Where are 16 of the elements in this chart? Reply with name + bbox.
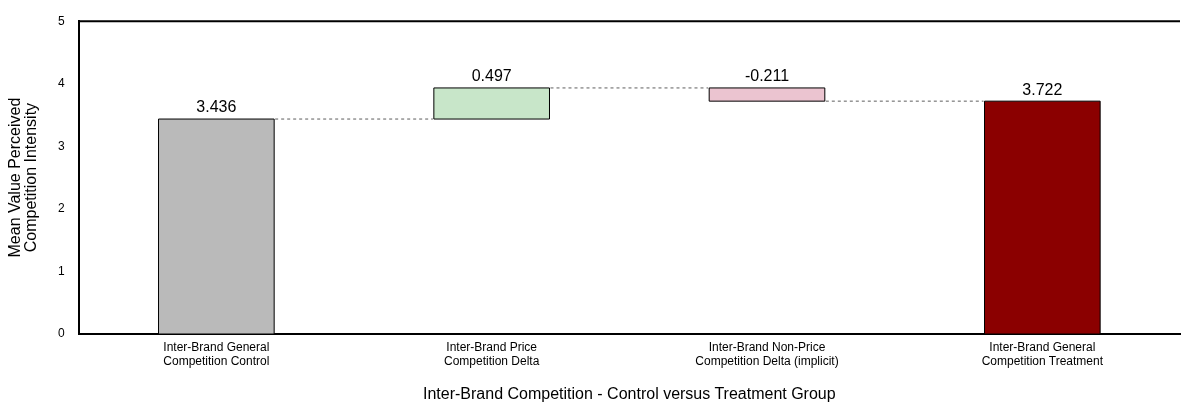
x-tick-label: Inter-Brand General Competition Treatment <box>981 339 1104 368</box>
data-label: 3.436 <box>196 98 237 116</box>
x-tick-label: Inter-Brand General Competition Control <box>163 339 270 368</box>
y-tick-label: 0 <box>57 326 65 341</box>
x-tick-label: Inter-Brand Non-Price Competition Delta (implicit) <box>695 339 839 368</box>
x-axis-title: Inter-Brand Competition - Control versus Treatment Group <box>423 384 836 402</box>
y-tick-label: 4 <box>57 76 65 91</box>
y-tick-label: 5 <box>57 13 65 28</box>
y-tick-label: 3 <box>57 138 65 153</box>
y-axis-title: Mean Value Perceived Competition Intensity <box>6 97 40 258</box>
data-label: -0.211 <box>744 67 790 85</box>
data-label: 3.722 <box>1022 80 1063 98</box>
x-tick-label: Inter-Brand Price Competition Delta <box>443 339 540 368</box>
data-label: 0.497 <box>471 67 512 85</box>
y-tick-label: 1 <box>57 263 65 278</box>
y-tick-label: 2 <box>57 201 65 216</box>
